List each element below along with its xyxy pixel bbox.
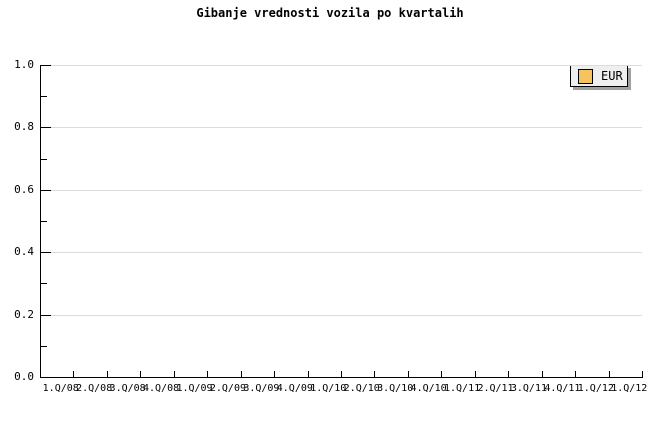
y-axis-tick-label: 0.2 bbox=[14, 308, 34, 321]
x-axis-tick-label: 4.Q/11 bbox=[544, 383, 581, 394]
x-axis-tick bbox=[107, 371, 108, 377]
y-gridline bbox=[41, 315, 642, 316]
x-axis-tick-label: 1.Q/12 bbox=[577, 383, 614, 394]
x-axis-tick bbox=[274, 371, 275, 377]
x-axis-tick-label: 2.Q/09 bbox=[209, 383, 246, 394]
x-axis-tick bbox=[174, 371, 175, 377]
y-gridline bbox=[41, 190, 642, 191]
y-gridline bbox=[41, 65, 642, 66]
y-minor-tick bbox=[41, 283, 47, 284]
y-axis-tick-label: 0.4 bbox=[14, 245, 34, 258]
x-axis-tick-label: 3.Q/11 bbox=[510, 383, 547, 394]
x-axis-tick-label: 4.Q/08 bbox=[142, 383, 180, 394]
y-major-tick bbox=[41, 127, 51, 128]
x-axis-tick-label: 1.Q/10 bbox=[310, 383, 347, 394]
y-major-tick bbox=[41, 65, 51, 66]
y-axis-tick-label: 1.0 bbox=[14, 58, 34, 71]
x-axis-tick bbox=[308, 371, 309, 377]
x-axis-tick bbox=[642, 371, 643, 377]
x-axis-tick-label: 4.Q/10 bbox=[410, 383, 447, 394]
x-axis-tick-label: 3.Q/09 bbox=[243, 383, 280, 394]
legend-label-eur: EUR bbox=[601, 69, 623, 83]
x-axis-tick-label: 1.Q/12 bbox=[611, 383, 648, 394]
x-axis-tick-label: 3.Q/10 bbox=[377, 383, 414, 394]
x-axis-tick bbox=[207, 371, 208, 377]
x-axis-line bbox=[40, 377, 643, 378]
x-axis-tick-label: 3.Q/08 bbox=[109, 383, 146, 394]
x-axis-tick bbox=[73, 371, 74, 377]
y-axis-tick-label: 0.6 bbox=[14, 183, 34, 196]
y-axis-line bbox=[40, 65, 41, 378]
y-major-tick bbox=[41, 315, 51, 316]
x-axis-tick bbox=[241, 371, 242, 377]
x-axis-tick-label: 2.Q/08 bbox=[76, 383, 113, 394]
x-axis-tick-label: 2.Q/10 bbox=[343, 383, 380, 394]
chart-title: Gibanje vrednosti vozila po kvartalih bbox=[196, 6, 464, 20]
x-axis-tick-label: 4.Q/09 bbox=[276, 383, 313, 394]
y-axis-tick-label: 0.8 bbox=[14, 120, 34, 133]
x-axis-tick bbox=[475, 371, 476, 377]
y-minor-tick bbox=[41, 346, 47, 347]
legend-swatch-eur bbox=[578, 68, 593, 84]
x-axis-tick bbox=[575, 371, 576, 377]
y-major-tick bbox=[41, 190, 51, 191]
x-axis-tick bbox=[140, 371, 141, 377]
x-axis-tick bbox=[374, 371, 375, 377]
legend-box: EUR bbox=[570, 65, 628, 87]
x-axis-tick-label: 2.Q/11 bbox=[477, 383, 514, 394]
x-axis-tick-label: 1.Q/09 bbox=[176, 383, 213, 394]
x-axis-tick bbox=[441, 371, 442, 377]
y-gridline bbox=[41, 127, 642, 128]
y-minor-tick bbox=[41, 221, 47, 222]
x-axis-tick bbox=[341, 371, 342, 377]
y-minor-tick bbox=[41, 159, 47, 160]
x-axis-tick-label: 1.Q/11 bbox=[443, 383, 481, 394]
y-minor-tick bbox=[41, 96, 47, 97]
x-axis-tick bbox=[609, 371, 610, 377]
x-axis-tick bbox=[542, 371, 543, 377]
x-axis-tick-label: 1.Q/08 bbox=[42, 383, 79, 394]
x-axis-tick bbox=[508, 371, 509, 377]
y-major-tick bbox=[41, 252, 51, 253]
y-axis-tick-label: 0.0 bbox=[14, 370, 34, 383]
x-axis-tick bbox=[408, 371, 409, 377]
y-gridline bbox=[41, 252, 642, 253]
